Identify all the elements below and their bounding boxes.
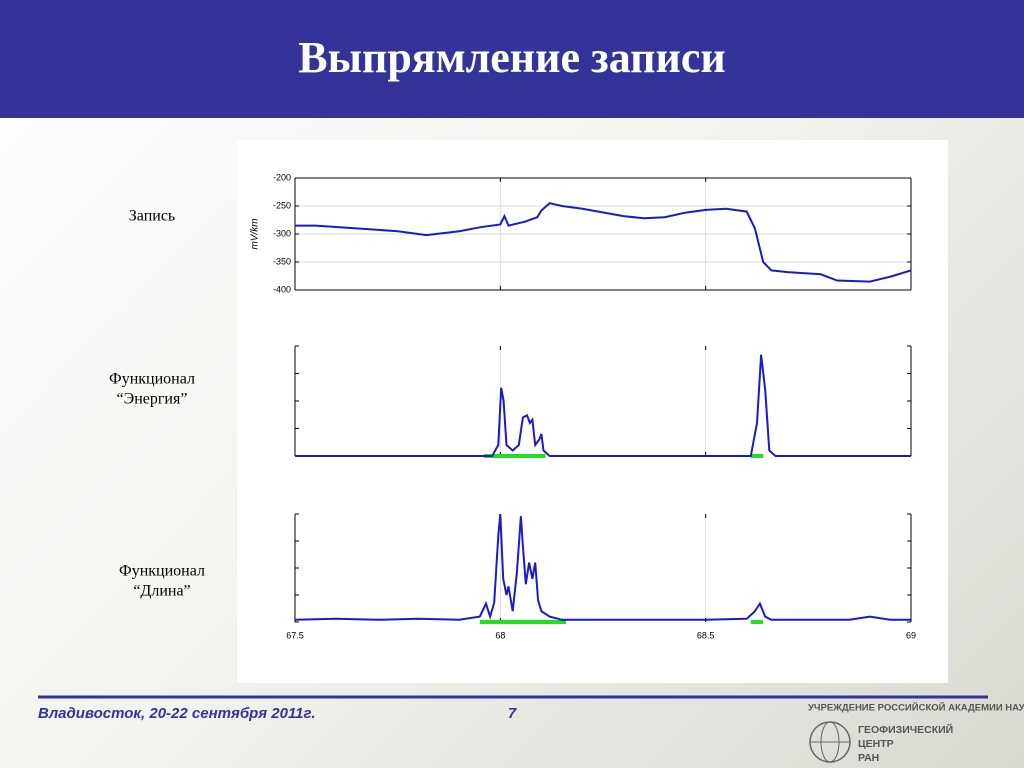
page-number: 7 — [508, 705, 517, 722]
highlight — [483, 454, 546, 458]
logo-line: РАН — [858, 752, 879, 764]
panel-label: Функционал — [109, 371, 195, 388]
panel-label: “Энергия” — [117, 391, 188, 408]
y-tick-label: -250 — [273, 200, 291, 210]
x-tick-label: 68 — [495, 630, 505, 640]
logo-line: ЦЕНТР — [858, 738, 894, 750]
y-tick-label: -400 — [273, 284, 291, 294]
logo-line: ГЕОФИЗИЧЕСКИЙ — [858, 723, 953, 736]
y-tick-label: -300 — [273, 228, 291, 238]
panel-label: Запись — [129, 208, 175, 225]
highlight — [750, 620, 764, 624]
header-bar — [0, 0, 1024, 118]
x-tick-label: 68.5 — [697, 630, 715, 640]
footer-text: Владивосток, 20-22 сентября 2011г. — [38, 705, 316, 722]
plot-panel — [237, 140, 948, 683]
y-tick-label: -200 — [273, 172, 291, 182]
highlight — [479, 620, 567, 624]
panel-label: Функционал — [119, 563, 205, 580]
logo-org: УЧРЕЖДЕНИЕ РОССИЙСКОЙ АКАДЕМИИ НАУК — [808, 702, 1024, 714]
slide-title: Выпрямление записи — [298, 33, 726, 82]
highlight — [750, 454, 764, 458]
panel-label: “Длина” — [133, 583, 190, 600]
data-line — [294, 513, 911, 621]
x-tick-label: 69 — [906, 630, 916, 640]
x-tick-label: 67.5 — [286, 630, 304, 640]
y-axis-label: mV/km — [250, 218, 261, 249]
data-line — [295, 354, 911, 457]
data-line — [295, 202, 912, 283]
y-tick-label: -350 — [273, 256, 291, 266]
